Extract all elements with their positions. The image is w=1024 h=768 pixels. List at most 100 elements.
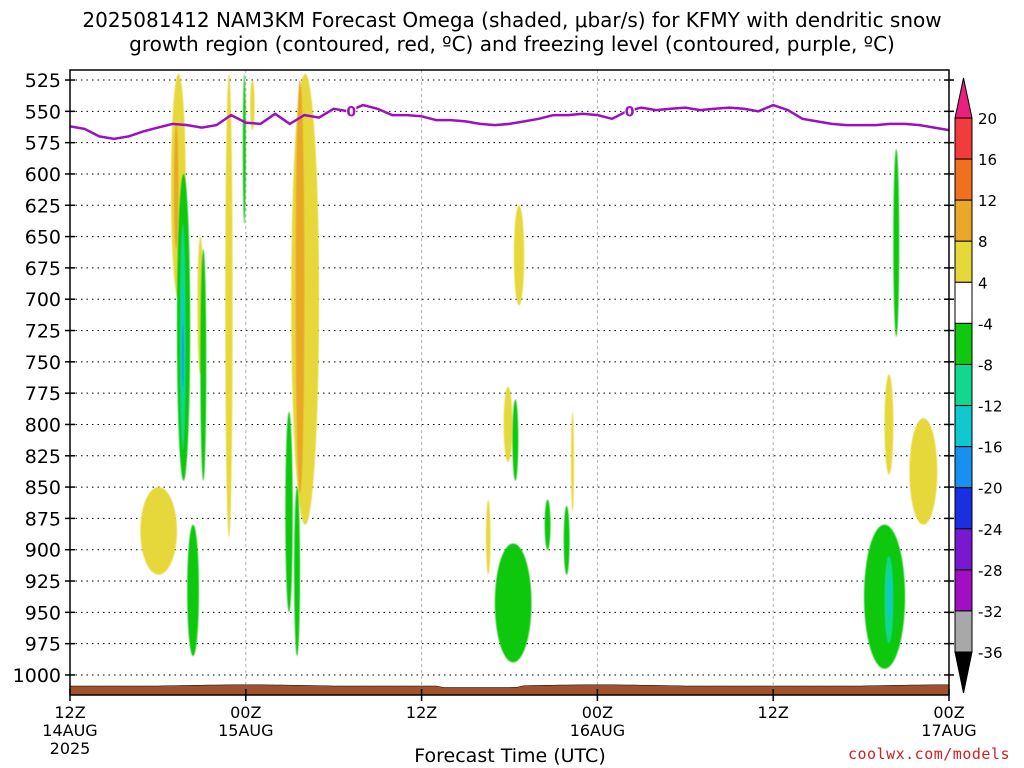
y-tick-label: 900 <box>25 540 61 562</box>
x-tick-label: 12Z <box>54 703 85 722</box>
x-tick-label: 2025 <box>50 739 91 758</box>
colorbar: 20 16 12 8 4 -4 -8 -12 -16 -20 -24 -28 -32 -36 <box>954 77 1003 694</box>
omega-region <box>887 574 892 619</box>
colorbar-swatch <box>954 487 973 530</box>
omega-region <box>513 205 525 306</box>
y-axis-ticks: 525 550 575 600 625 650 675 700 725 750 775 800 825 8… <box>13 70 954 687</box>
omega-region <box>285 411 293 613</box>
omega-region <box>486 499 491 575</box>
x-tick-label: 12Z <box>758 703 789 722</box>
y-tick-label: 725 <box>25 321 61 343</box>
x-tick-label: 17AUG <box>921 721 976 740</box>
colorbar-swatch <box>954 117 973 160</box>
colorbar-swatch <box>954 405 973 448</box>
omega-region <box>182 324 184 387</box>
colorbar-label: -12 <box>978 398 1003 416</box>
colorbar-label: 12 <box>978 192 997 210</box>
colorbar-swatch <box>954 569 973 612</box>
colorbar-swatch <box>954 240 973 283</box>
omega-region <box>893 148 900 337</box>
colorbar-label: -20 <box>978 480 1003 498</box>
omega-region <box>200 249 207 481</box>
omega-region <box>187 524 199 657</box>
y-tick-label: 550 <box>25 101 61 123</box>
colorbar-swatch <box>954 610 973 653</box>
omega-region <box>571 411 574 513</box>
colorbar-swatch <box>954 322 973 365</box>
y-tick-label: 700 <box>25 289 61 311</box>
colorbar-label: -8 <box>978 356 993 374</box>
terrain-band <box>69 684 950 696</box>
omega-region <box>884 374 894 475</box>
gridlines <box>70 70 949 695</box>
colorbar-swatch <box>954 446 973 489</box>
y-tick-label: 950 <box>25 602 61 624</box>
y-tick-label: 525 <box>25 70 61 92</box>
colorbar-label: -32 <box>978 603 1003 621</box>
freezing-level-line <box>70 103 949 141</box>
omega-region <box>494 543 532 663</box>
freezing-label-bg <box>346 104 357 119</box>
x-tick-label: 14AUG <box>42 721 97 740</box>
omega-region <box>291 73 320 525</box>
terrain-fill <box>69 684 950 696</box>
omega-region <box>544 499 551 550</box>
omega-region <box>864 524 906 669</box>
colorbar-label: -24 <box>978 521 1003 539</box>
y-tick-label: 850 <box>25 477 61 499</box>
site-credit: coolwx.com/models <box>847 745 1010 763</box>
colorbar-label: -28 <box>978 562 1003 580</box>
chart-title-line1: 2025081412 NAM3KM Forecast Omega (shaded… <box>82 8 942 32</box>
omega-region <box>250 80 255 131</box>
omega-region <box>563 505 570 575</box>
y-tick-label: 600 <box>25 164 61 186</box>
y-tick-label: 675 <box>25 258 61 280</box>
colorbar-label: -4 <box>978 315 993 333</box>
omega-region <box>140 487 177 575</box>
y-tick-label: 650 <box>25 227 61 249</box>
colorbar-label: -16 <box>978 439 1003 457</box>
omega-region <box>295 80 305 494</box>
colorbar-label: 16 <box>978 151 997 169</box>
chart-title-line2: growth region (contoured, red, ºC) and f… <box>129 32 895 56</box>
y-tick-label: 775 <box>25 383 61 405</box>
colorbar-label: 8 <box>978 233 988 251</box>
colorbar-top-arrow <box>954 77 973 119</box>
omega-region <box>294 487 301 657</box>
colorbar-swatch <box>954 199 973 242</box>
omega-shading <box>140 73 938 669</box>
y-tick-label: 750 <box>25 352 61 374</box>
omega-region <box>225 73 233 538</box>
colorbar-label: 20 <box>978 110 997 128</box>
x-tick-label: 15AUG <box>218 721 273 740</box>
colorbar-swatch <box>954 158 973 201</box>
colorbar-bottom-arrow <box>954 651 973 694</box>
omega-region <box>174 123 179 250</box>
y-tick-label: 800 <box>25 414 61 436</box>
y-tick-label: 625 <box>25 195 61 217</box>
y-tick-label: 975 <box>25 634 61 656</box>
freezing-level-label: 0 <box>625 104 635 120</box>
y-tick-label: 1000 <box>13 665 61 687</box>
freezing-label-bg <box>624 104 635 119</box>
colorbar-label: -36 <box>978 644 1003 662</box>
y-tick-label: 575 <box>25 133 61 155</box>
freezing-level-label: 0 <box>346 104 356 120</box>
y-tick-label: 925 <box>25 571 61 593</box>
omega-region <box>503 386 513 463</box>
x-tick-label: 00Z <box>582 703 613 722</box>
colorbar-swatch <box>954 281 973 324</box>
x-tick-label: 12Z <box>406 703 437 722</box>
y-tick-label: 825 <box>25 446 61 468</box>
x-tick-label: 00Z <box>230 703 261 722</box>
omega-region <box>909 418 938 525</box>
colorbar-swatch <box>954 363 973 407</box>
omega-region <box>242 73 246 225</box>
x-tick-label: 00Z <box>933 703 964 722</box>
omega-region <box>512 399 519 481</box>
x-axis-label: Forecast Time (UTC) <box>414 745 606 767</box>
y-tick-label: 875 <box>25 508 61 530</box>
